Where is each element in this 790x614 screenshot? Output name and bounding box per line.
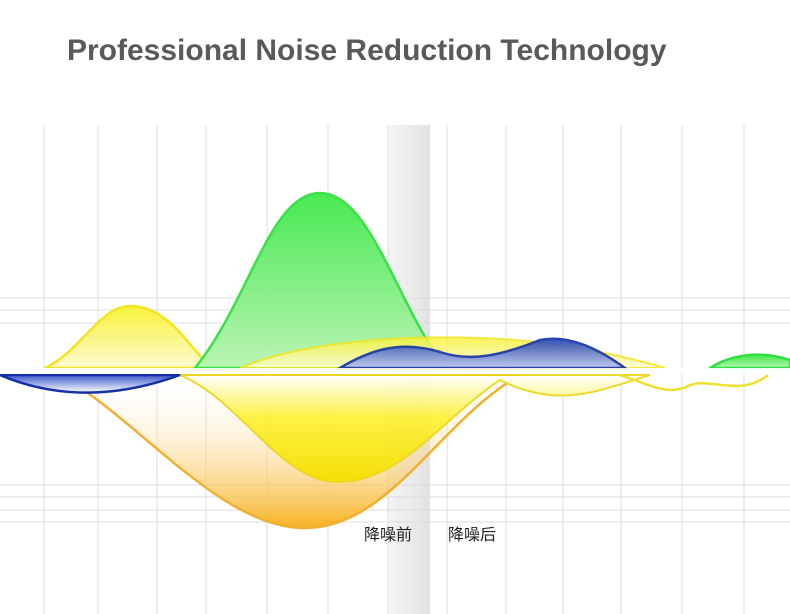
green-wave-right — [705, 353, 790, 370]
green-wave — [192, 191, 448, 370]
yellow-wave-left — [44, 304, 216, 370]
label-after: 降噪后 — [448, 526, 496, 544]
blue-wave-left — [0, 373, 181, 394]
yellow-line-right — [619, 373, 769, 392]
yellow-wave-low — [179, 374, 651, 484]
baseline — [0, 368, 790, 374]
title: Professional Noise Reduction Technology — [67, 34, 667, 67]
label-before: 降噪前 — [364, 526, 412, 544]
blue-wave-right — [335, 337, 629, 370]
